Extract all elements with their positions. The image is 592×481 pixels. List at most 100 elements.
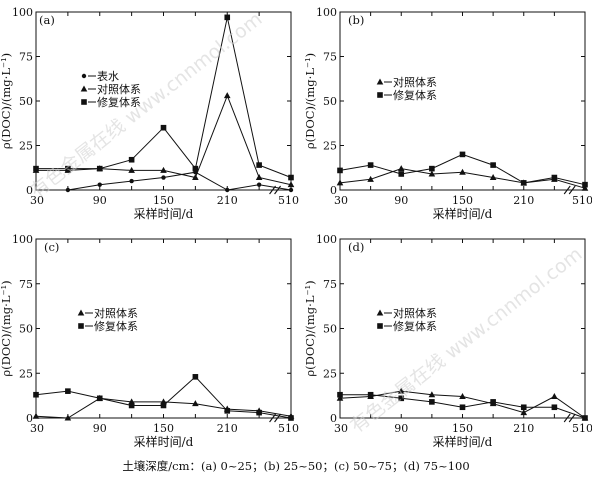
x-axis-title: 采样时间/d <box>134 206 194 221</box>
data-point-triangle <box>223 92 231 99</box>
legend-label: 对照体系 <box>393 306 437 320</box>
y-axis-title: ρ(DOC)/(mg·L⁻¹) <box>303 53 317 149</box>
data-point-circle <box>129 178 134 184</box>
chart-panel-c: 0 25 50 75 100 30 90 150 210 510 采样时间/d ρ(DOC)/(mg·… <box>0 233 299 449</box>
axis-break-mark <box>568 185 576 195</box>
series-triangle <box>32 92 295 188</box>
data-point-square <box>65 165 71 172</box>
data-point-square <box>377 323 383 329</box>
series-square <box>337 151 588 188</box>
x-tick-label: 510 <box>278 194 299 207</box>
y-tick-label: 100 <box>12 233 33 246</box>
data-point-square <box>224 14 231 21</box>
legend-label: 修复体系 <box>393 88 437 102</box>
x-axis-title: 采样时间/d <box>433 434 493 449</box>
x-tick-label: 90 <box>93 422 107 435</box>
data-point-square <box>33 165 39 172</box>
data-point-triangle <box>287 181 295 188</box>
data-point-square <box>128 156 135 163</box>
data-point-triangle <box>489 174 497 181</box>
legend-label: 对照体系 <box>94 306 138 320</box>
data-point-square <box>459 404 466 411</box>
data-point-square <box>33 391 39 398</box>
data-point-circle <box>65 187 71 193</box>
axis-break-mark <box>563 185 571 195</box>
y-tick-label: 100 <box>12 6 33 19</box>
y-tick-label: 75 <box>323 278 337 291</box>
axis-break-mark <box>274 413 282 423</box>
data-point-square <box>490 399 496 405</box>
x-tick-label: 90 <box>394 194 408 207</box>
data-point-triangle <box>428 170 436 177</box>
x-tick-label: 210 <box>217 194 238 207</box>
data-point-square <box>377 92 383 98</box>
legend-label: 对照体系 <box>393 75 437 89</box>
y-tick-label: 50 <box>19 95 33 108</box>
data-point-circle <box>288 187 294 193</box>
legend-label: 修复体系 <box>393 319 437 333</box>
x-tick-label: 150 <box>153 194 174 207</box>
panel-label: (d) <box>348 240 364 254</box>
y-tick-label: 50 <box>323 95 337 108</box>
legend-label: 修复体系 <box>94 319 138 333</box>
series-square <box>337 391 588 421</box>
x-tick-label: 510 <box>572 194 592 207</box>
legend-label: 表水 <box>97 69 119 83</box>
data-point-triangle <box>80 85 88 92</box>
data-point-square <box>551 174 558 181</box>
data-point-square <box>582 181 588 188</box>
x-tick-label: 90 <box>93 194 107 207</box>
data-point-triangle <box>336 179 344 186</box>
x-tick-label: 210 <box>513 194 534 207</box>
y-tick-label: 0 <box>330 412 337 425</box>
plot-frame <box>35 238 292 419</box>
data-point-square <box>65 388 71 394</box>
y-tick-label: 75 <box>323 51 337 64</box>
data-point-triangle <box>428 391 436 398</box>
y-tick-label: 25 <box>19 367 33 380</box>
x-tick-label: 30 <box>30 194 44 207</box>
data-point-triangle <box>255 174 263 181</box>
data-point-square <box>367 391 374 398</box>
x-tick-label: 150 <box>153 422 174 435</box>
y-tick-label: 25 <box>323 140 337 153</box>
y-tick-label: 50 <box>323 323 337 336</box>
series-square <box>33 14 294 181</box>
series-square <box>33 374 294 421</box>
y-tick-label: 75 <box>19 278 33 291</box>
series-line <box>67 171 292 191</box>
data-point-triangle <box>520 409 528 416</box>
y-tick-label: 25 <box>323 367 337 380</box>
data-point-square <box>582 415 588 421</box>
data-point-triangle <box>64 414 72 421</box>
data-point-circle <box>97 182 102 187</box>
data-point-square <box>81 99 87 105</box>
x-axis-title: 采样时间/d <box>433 206 493 221</box>
data-point-square <box>288 174 294 181</box>
data-point-square <box>192 165 199 172</box>
data-point-triangle <box>581 184 589 191</box>
data-point-square <box>337 167 343 174</box>
data-point-triangle <box>397 165 405 172</box>
figure-caption: 土壤深度/cm：(a) 0~25；(b) 25~50；(c) 50~75；(d)… <box>122 459 470 473</box>
data-point-triangle <box>336 394 344 401</box>
x-tick-label: 210 <box>217 422 238 435</box>
data-point-square <box>490 162 496 168</box>
chart-panel-b: 0 25 50 75 100 30 90 150 210 510 采样时间/d ρ(DOC)/(mg·… <box>303 6 592 221</box>
data-point-triangle <box>459 393 466 400</box>
y-tick-label: 100 <box>316 6 337 19</box>
x-tick-label: 150 <box>452 422 473 435</box>
data-point-square <box>459 151 466 158</box>
data-point-square <box>96 165 103 172</box>
y-tick-label: 0 <box>26 412 33 425</box>
data-point-square <box>429 165 435 172</box>
y-axis-title: ρ(DOC)/(mg·L⁻¹) <box>0 280 13 376</box>
data-point-square <box>367 162 374 168</box>
y-tick-label: 0 <box>330 184 337 197</box>
series-line <box>36 17 292 178</box>
data-point-circle <box>256 182 262 187</box>
y-tick-label: 75 <box>19 51 33 64</box>
